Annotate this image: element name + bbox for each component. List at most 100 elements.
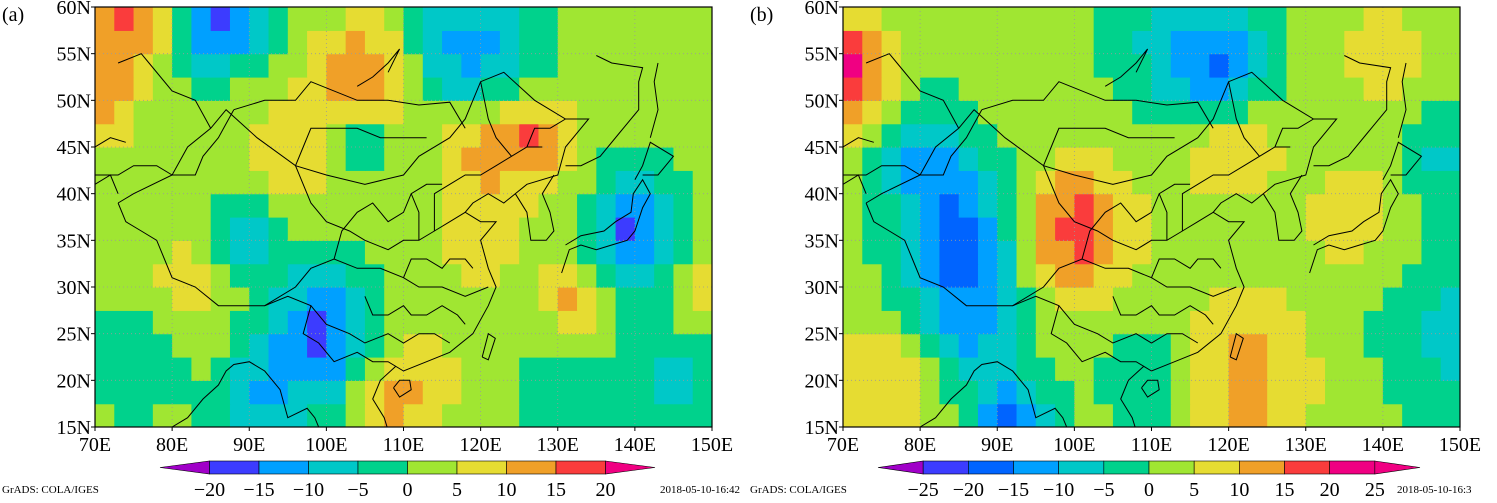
field-cell (977, 357, 998, 381)
field-cell (268, 240, 289, 265)
field-cell (403, 147, 424, 171)
field-cell (1151, 310, 1172, 335)
field-cell (1247, 240, 1268, 265)
field-cell (1363, 53, 1384, 78)
field-cell (364, 380, 385, 405)
field-cell (673, 240, 694, 265)
field-cell (634, 53, 655, 78)
field-cell (1170, 287, 1191, 311)
field-cell (654, 193, 675, 218)
field-cell (1093, 53, 1114, 78)
field-cell (692, 310, 712, 335)
field-cell (654, 240, 675, 265)
field-cell (615, 100, 636, 125)
field-cell (1055, 7, 1075, 31)
field-cell (268, 287, 289, 311)
field-cell (422, 77, 443, 101)
field-cell (1016, 333, 1037, 358)
field-cell (1267, 123, 1288, 148)
field-cell (1151, 53, 1172, 78)
field-cell (654, 357, 675, 381)
boundary-line (843, 137, 874, 148)
field-cell (210, 357, 231, 381)
field-cell (95, 147, 115, 171)
field-cell (843, 357, 863, 381)
field-cell (920, 170, 941, 195)
field-cell (1228, 287, 1249, 311)
field-cell (1055, 77, 1075, 101)
boundary-line (1181, 146, 1291, 231)
field-cell (577, 170, 597, 195)
y-tick-label: 30N (57, 277, 91, 299)
field-cell (881, 193, 902, 218)
field-cell (1421, 170, 1442, 195)
field-cell (1247, 7, 1268, 31)
colorbar-label: 25 (1365, 479, 1385, 498)
field-cell (1055, 357, 1075, 381)
field-cell (1305, 77, 1326, 101)
field-cell (499, 217, 520, 241)
field-cell (1363, 30, 1384, 55)
field-cell (1402, 403, 1423, 427)
field-cell (229, 77, 250, 101)
y-tick-labels: 15N 20N 25N 30N 35N 40N 45N 50N 55N 60N (57, 0, 95, 439)
field-cell (939, 30, 960, 55)
field-cell (1190, 77, 1210, 101)
field-cell (345, 100, 366, 125)
field-cell (1325, 240, 1345, 265)
field-cell (345, 147, 366, 171)
field-cell (881, 357, 902, 381)
field-cell (673, 170, 694, 195)
field-cell (1132, 403, 1153, 427)
field-cell (172, 100, 193, 125)
field-cell (654, 380, 675, 405)
field-cell (1344, 7, 1365, 31)
field-cell (538, 240, 559, 265)
field-cell (1190, 310, 1210, 335)
field-cell (1363, 403, 1384, 427)
field-cell (1267, 240, 1288, 265)
field-cell (114, 193, 135, 218)
field-cell (172, 263, 193, 288)
field-cell (843, 217, 863, 241)
field-cell (1247, 53, 1268, 78)
field-cell (577, 403, 597, 427)
field-cell (461, 123, 482, 148)
field-cell (480, 193, 501, 218)
field-cell (1209, 310, 1230, 335)
field-cell (1209, 100, 1230, 125)
field-cell (461, 403, 482, 427)
field-cell (577, 123, 597, 148)
field-cell (538, 217, 559, 241)
field-cell (1074, 77, 1095, 101)
field-cell (191, 287, 212, 311)
field-cell (229, 147, 250, 171)
field-cell (152, 240, 173, 265)
field-cell (654, 170, 675, 195)
field-cell (634, 217, 655, 241)
field-cell (977, 287, 998, 311)
field-cell (1382, 240, 1403, 265)
field-cell (480, 147, 501, 171)
colorbar-segment (456, 460, 507, 475)
field-cell (172, 170, 193, 195)
field-cell (843, 77, 863, 101)
field-cell (152, 380, 173, 405)
field-cell (615, 193, 636, 218)
boundary-line (117, 71, 590, 372)
field-cell (977, 333, 998, 358)
field-cell (577, 287, 597, 311)
field-cell (1170, 123, 1191, 148)
field-cell (1363, 357, 1384, 381)
field-cell (1325, 263, 1345, 288)
field-cell (345, 240, 366, 265)
field-cell (1440, 77, 1460, 101)
field-cell (920, 287, 941, 311)
field-cell (499, 170, 520, 195)
field-cell (268, 100, 289, 125)
field-cell (843, 263, 863, 288)
field-cell (1016, 310, 1037, 335)
field-cell (326, 30, 347, 55)
field-cell (596, 77, 617, 101)
field-cell (95, 403, 115, 427)
